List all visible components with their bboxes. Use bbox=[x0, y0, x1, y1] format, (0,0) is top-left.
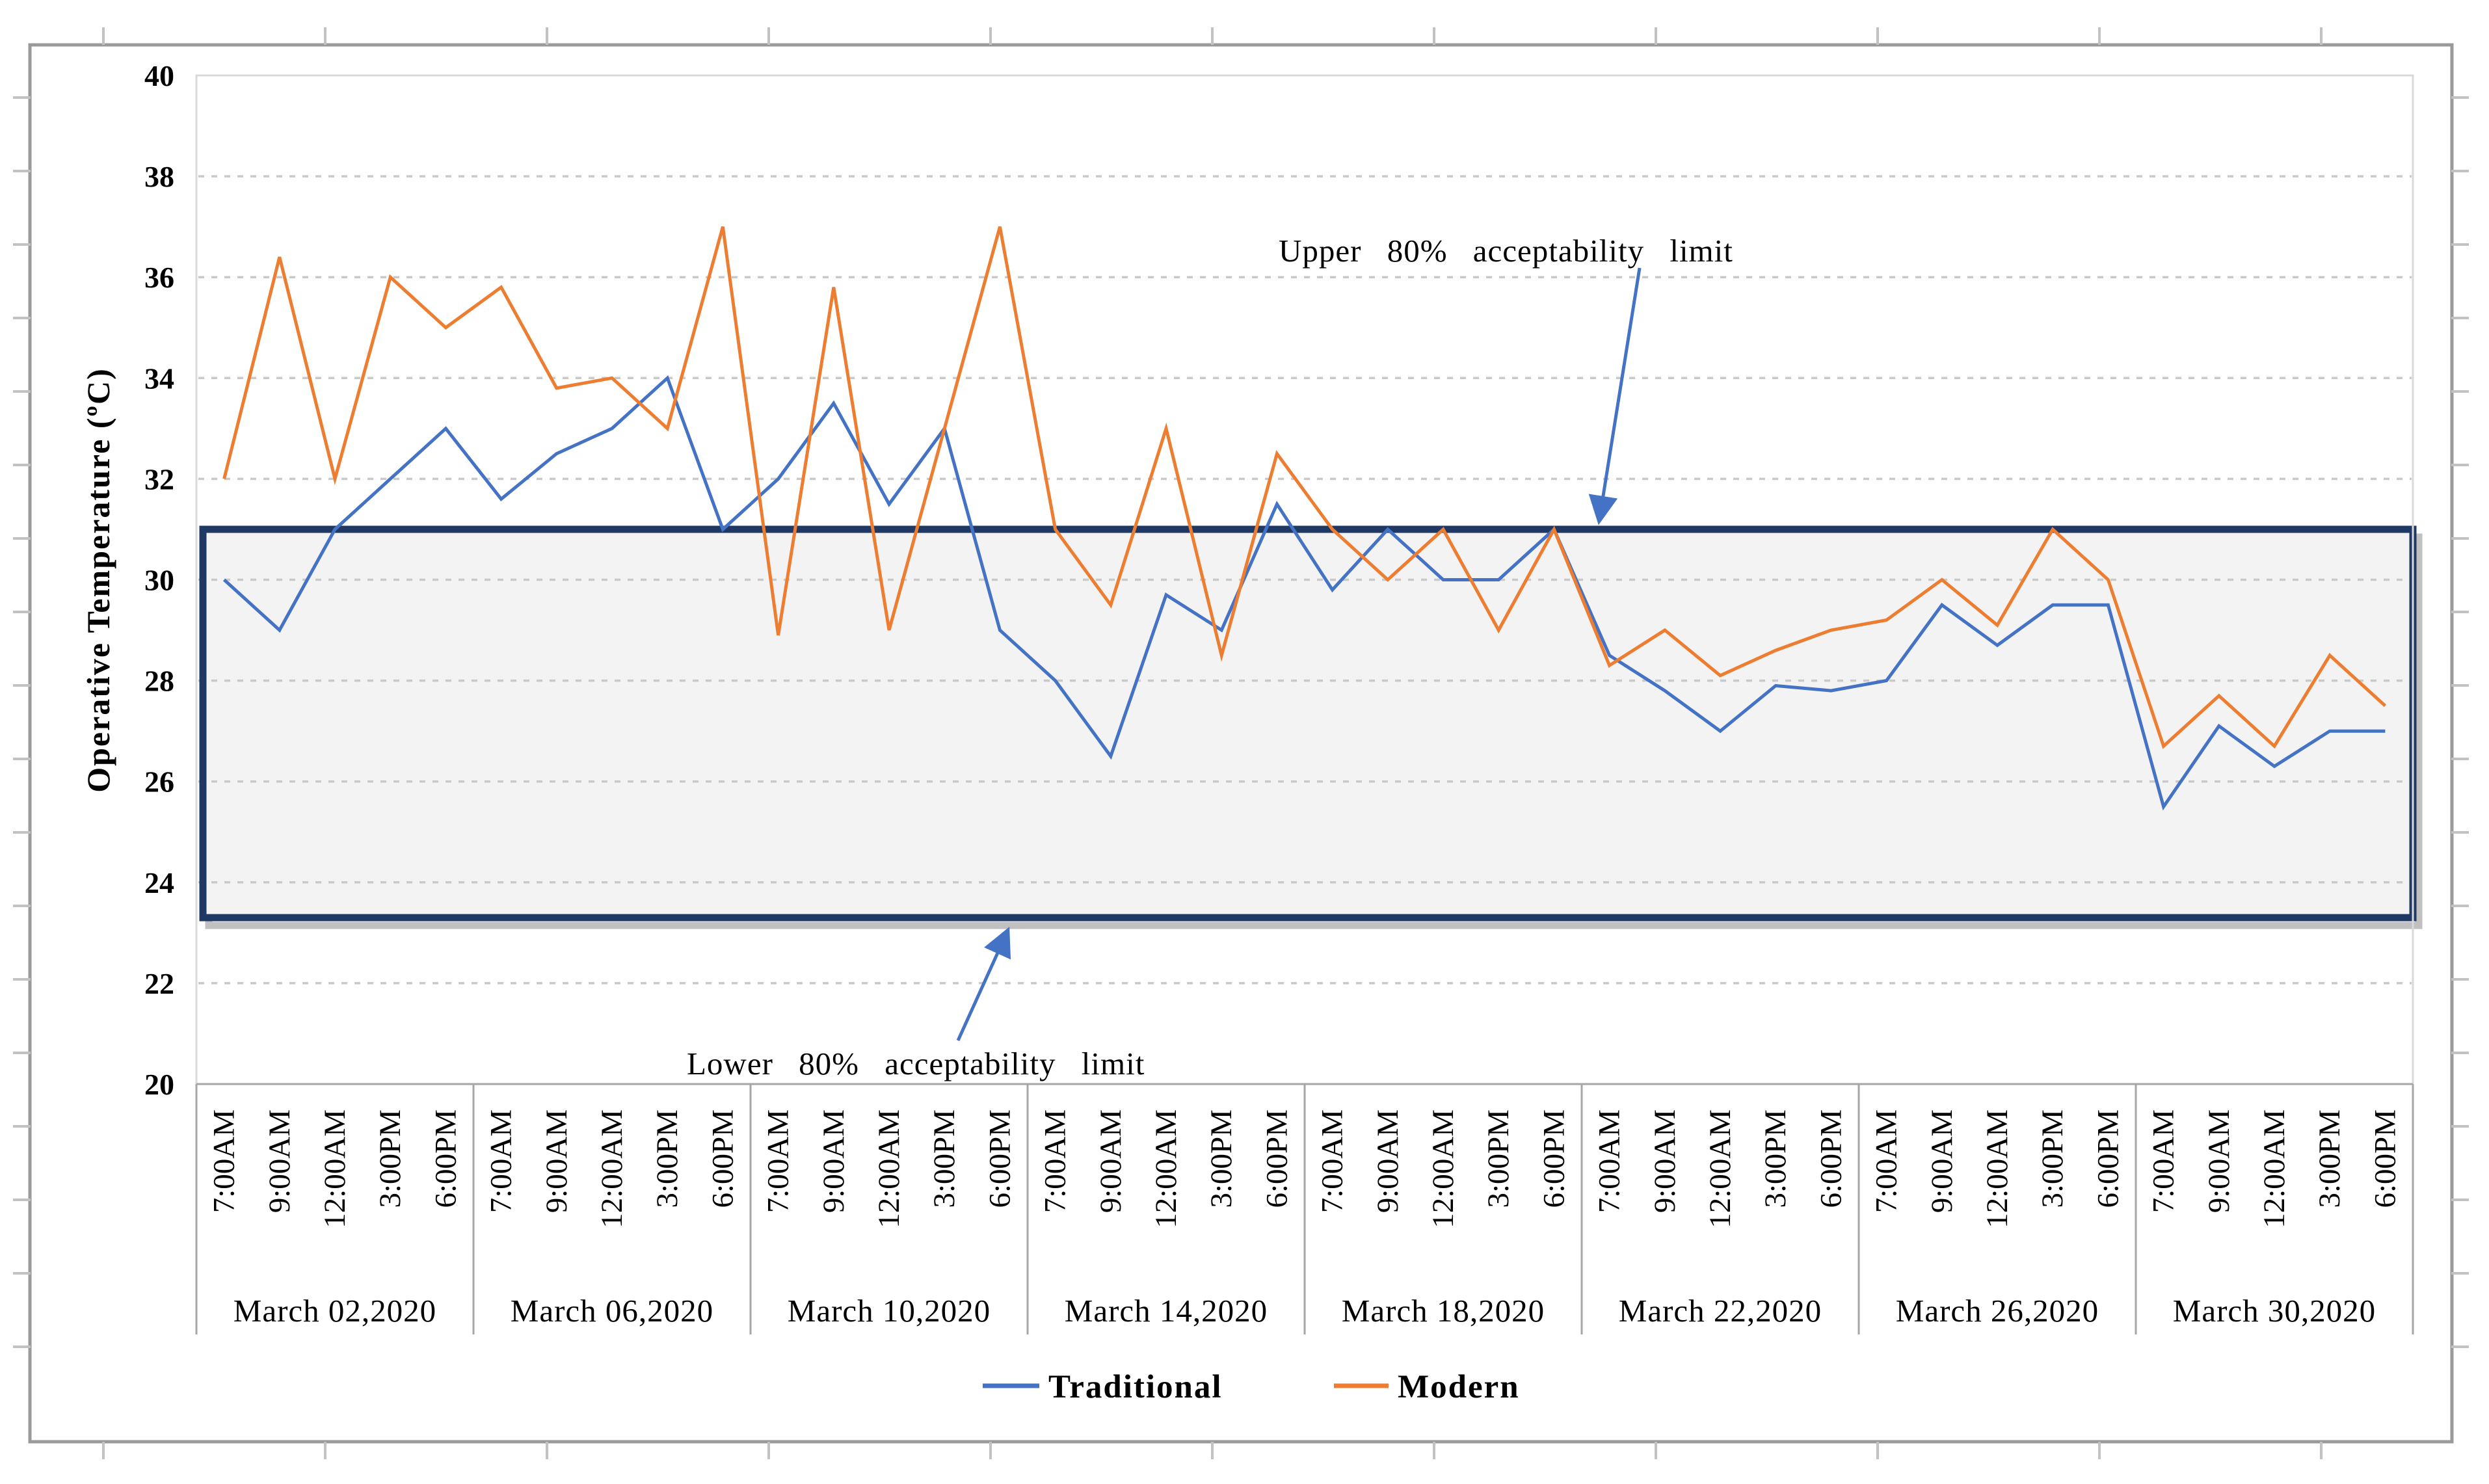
y-tick-label: 30 bbox=[144, 564, 174, 597]
time-tick-label: 12:00AM bbox=[1980, 1109, 2014, 1228]
time-tick-label: 12:00AM bbox=[318, 1109, 352, 1228]
time-tick-label: 12:00AM bbox=[2257, 1109, 2291, 1228]
time-tick-label: 3:00PM bbox=[1759, 1109, 1792, 1208]
ruler-ticks bbox=[13, 27, 2469, 1459]
time-tick-label: 7:00AM bbox=[1870, 1109, 1904, 1213]
time-tick-label: 9:00AM bbox=[540, 1109, 574, 1213]
legend: Traditional Modern bbox=[983, 1369, 1520, 1405]
date-group-label: March 22,2020 bbox=[1619, 1293, 1822, 1329]
upper-limit-arrow bbox=[1588, 267, 1642, 525]
page-border bbox=[28, 43, 2454, 1444]
time-tick-label: 7:00AM bbox=[1593, 1109, 1627, 1213]
time-tick-label: 6:00PM bbox=[1537, 1109, 1571, 1208]
time-tick-label: 6:00PM bbox=[983, 1109, 1017, 1208]
time-tick-label: 7:00AM bbox=[207, 1109, 241, 1213]
y-tick-label: 26 bbox=[144, 765, 174, 799]
date-group-label: March 14,2020 bbox=[1065, 1293, 1268, 1329]
y-tick-label: 28 bbox=[144, 665, 174, 698]
legend-label-traditional: Traditional bbox=[1048, 1369, 1223, 1405]
series-line-modern bbox=[222, 226, 2387, 749]
time-tick-label: 7:00AM bbox=[2147, 1109, 2181, 1213]
time-tick-label: 3:00PM bbox=[650, 1109, 684, 1208]
time-tick-label: 12:00AM bbox=[872, 1109, 906, 1228]
time-tick-label: 3:00PM bbox=[1205, 1109, 1238, 1208]
time-tick-label: 9:00AM bbox=[263, 1109, 297, 1213]
time-tick-label: 6:00PM bbox=[429, 1109, 462, 1208]
time-tick-label: 3:00PM bbox=[1482, 1109, 1515, 1208]
date-group-label: March 06,2020 bbox=[511, 1293, 713, 1329]
time-tick-label: 12:00AM bbox=[1703, 1109, 1737, 1228]
y-tick-label: 38 bbox=[144, 160, 174, 193]
time-tick-label: 7:00AM bbox=[1316, 1109, 1350, 1213]
time-tick-label: 6:00PM bbox=[2368, 1109, 2402, 1208]
acceptability-band-fill bbox=[203, 529, 2413, 918]
y-tick-label: 40 bbox=[144, 59, 174, 92]
date-group-label: March 18,2020 bbox=[1342, 1293, 1545, 1329]
time-tick-label: 7:00AM bbox=[1039, 1109, 1072, 1213]
time-tick-label: 3:00PM bbox=[927, 1109, 961, 1208]
series-line-traditional bbox=[222, 375, 2386, 811]
date-group-label: March 02,2020 bbox=[233, 1293, 436, 1329]
time-tick-label: 7:00AM bbox=[762, 1109, 795, 1213]
time-tick-label: 6:00PM bbox=[706, 1109, 739, 1208]
time-tick-label: 3:00PM bbox=[2313, 1109, 2347, 1208]
date-group-label: March 30,2020 bbox=[2173, 1293, 2376, 1329]
y-tick-label: 36 bbox=[144, 261, 174, 294]
date-group-label: March 10,2020 bbox=[788, 1293, 991, 1329]
time-tick-label: 7:00AM bbox=[485, 1109, 518, 1213]
time-tick-label: 12:00AM bbox=[595, 1109, 629, 1228]
upper-limit-annotation: Upper 80% acceptability limit bbox=[1279, 233, 1733, 269]
time-tick-label: 3:00PM bbox=[373, 1109, 407, 1208]
y-tick-label: 20 bbox=[144, 1068, 174, 1101]
legend-label-modern: Modern bbox=[1398, 1369, 1520, 1405]
time-tick-label: 9:00AM bbox=[1648, 1109, 1682, 1213]
time-tick-label: 12:00AM bbox=[1426, 1109, 1460, 1228]
date-group-label: March 26,2020 bbox=[1896, 1293, 2099, 1329]
plot-border bbox=[195, 74, 2414, 1084]
y-tick-label: 32 bbox=[144, 462, 174, 496]
time-tick-label: 3:00PM bbox=[2036, 1109, 2070, 1208]
time-tick-label: 9:00AM bbox=[817, 1109, 851, 1213]
plot-area: 20 22 24 26 28 30 32 34 36 38 40 7:00AM 9:00AM 12:00A… bbox=[144, 59, 2423, 1334]
time-tick-label: 9:00AM bbox=[2202, 1109, 2236, 1213]
time-tick-label: 12:00AM bbox=[1149, 1109, 1183, 1228]
lower-limit-annotation: Lower 80% acceptability limit bbox=[687, 1046, 1145, 1081]
time-tick-label: 6:00PM bbox=[1814, 1109, 1848, 1208]
y-tick-label: 34 bbox=[144, 362, 174, 395]
time-tick-label: 9:00AM bbox=[1371, 1109, 1405, 1213]
y-tick-label: 24 bbox=[144, 866, 174, 899]
time-tick-label: 9:00AM bbox=[1094, 1109, 1128, 1213]
time-tick-label: 9:00AM bbox=[1925, 1109, 1959, 1213]
y-tick-label: 22 bbox=[144, 967, 174, 1000]
time-tick-label: 6:00PM bbox=[1260, 1109, 1294, 1208]
time-tick-label: 6:00PM bbox=[2091, 1109, 2125, 1208]
y-axis-title: Operative Temperature (ºC) bbox=[80, 367, 116, 793]
lower-limit-arrow bbox=[956, 927, 1011, 1042]
